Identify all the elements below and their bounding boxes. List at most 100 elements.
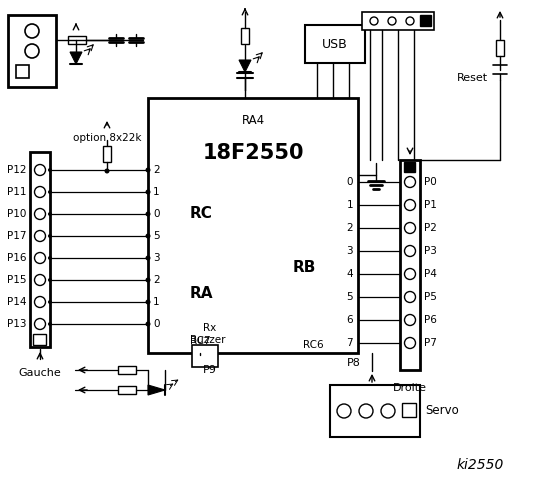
Circle shape [404,337,415,348]
Circle shape [48,278,52,282]
Circle shape [145,277,150,283]
Circle shape [34,208,45,219]
Text: Droite: Droite [393,383,427,393]
Text: P3: P3 [424,246,437,256]
Bar [496,40,504,56]
Text: P1: P1 [424,200,437,210]
Text: RC: RC [190,205,213,220]
Circle shape [404,177,415,188]
Circle shape [48,256,52,260]
Text: 1: 1 [153,297,160,307]
Bar [118,366,136,374]
Circle shape [404,314,415,325]
Circle shape [145,255,150,261]
Circle shape [48,322,52,326]
Text: option 8x22k: option 8x22k [73,133,141,143]
Bar [192,345,218,367]
Text: P15: P15 [7,275,26,285]
Text: USB: USB [322,37,348,50]
Text: 1: 1 [346,200,353,210]
Polygon shape [239,60,251,72]
Text: P4: P4 [424,269,437,279]
Polygon shape [70,52,82,64]
Text: P2: P2 [424,223,437,233]
Text: RA4: RA4 [242,113,264,127]
Bar [362,12,434,30]
Circle shape [406,17,414,25]
Text: RB: RB [293,261,316,276]
Text: P6: P6 [424,315,437,325]
Polygon shape [148,385,165,395]
Text: 2: 2 [153,275,160,285]
Circle shape [359,404,373,418]
Text: P14: P14 [7,297,26,307]
Text: 1: 1 [153,187,160,197]
Text: RC7: RC7 [190,336,211,346]
Bar [330,385,420,437]
Circle shape [404,223,415,233]
Circle shape [25,44,39,58]
Text: Rx: Rx [203,323,216,333]
Circle shape [145,233,150,239]
Circle shape [337,404,351,418]
Text: 2: 2 [153,165,160,175]
Bar [404,162,415,172]
Circle shape [34,187,45,197]
Text: P5: P5 [424,292,437,302]
Text: RA: RA [190,286,213,300]
Text: P10: P10 [7,209,26,219]
Circle shape [145,212,150,216]
Circle shape [388,17,396,25]
Text: 5: 5 [346,292,353,302]
Text: 0: 0 [153,319,159,329]
Text: P12: P12 [7,165,26,175]
Circle shape [48,234,52,238]
Text: P17: P17 [7,231,26,241]
Text: 2: 2 [346,223,353,233]
Text: ki2550: ki2550 [456,458,504,472]
Circle shape [34,165,45,176]
Text: Servo: Servo [425,405,459,418]
Circle shape [34,297,45,308]
Bar [33,334,46,345]
Bar [241,28,249,44]
Circle shape [370,17,378,25]
Circle shape [105,168,109,173]
Circle shape [145,190,150,194]
Text: 4: 4 [346,269,353,279]
Bar [8,15,56,87]
Text: P16: P16 [7,253,26,263]
Circle shape [404,200,415,211]
Bar [400,160,420,370]
Circle shape [404,291,415,302]
Text: 3: 3 [153,253,160,263]
Bar [148,98,358,353]
Circle shape [48,168,52,172]
Bar [118,386,136,394]
Circle shape [48,212,52,216]
Text: Buzzer: Buzzer [190,335,226,345]
Text: 3: 3 [346,246,353,256]
Text: P13: P13 [7,319,26,329]
Circle shape [34,252,45,264]
Circle shape [404,268,415,279]
Text: P8: P8 [347,358,361,368]
Text: 7: 7 [346,338,353,348]
Bar [305,25,365,63]
Circle shape [404,245,415,256]
Bar [68,36,86,44]
Text: P0: P0 [424,177,437,187]
Text: Reset: Reset [457,73,488,83]
Circle shape [145,322,150,326]
Bar [30,152,50,347]
Text: P9: P9 [203,365,217,375]
Text: 0: 0 [153,209,159,219]
Circle shape [48,190,52,194]
Text: Gauche: Gauche [19,368,61,378]
Circle shape [145,168,150,172]
Text: P11: P11 [7,187,26,197]
Circle shape [34,319,45,329]
Text: P7: P7 [424,338,437,348]
Circle shape [48,300,52,304]
Circle shape [34,230,45,241]
